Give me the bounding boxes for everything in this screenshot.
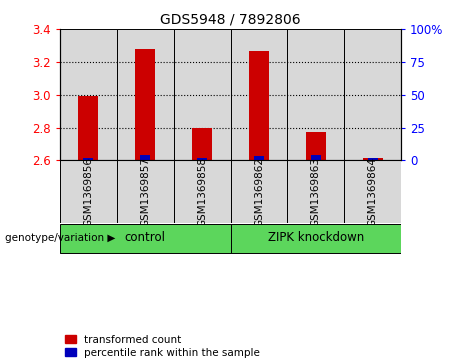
Bar bbox=[306, 132, 326, 160]
Title: GDS5948 / 7892806: GDS5948 / 7892806 bbox=[160, 12, 301, 26]
Bar bbox=[230, 224, 401, 253]
Bar bbox=[192, 127, 212, 160]
Bar bbox=[230, 160, 287, 223]
Text: ZIPK knockdown: ZIPK knockdown bbox=[268, 231, 364, 244]
Bar bbox=[140, 155, 150, 160]
Bar bbox=[367, 158, 378, 160]
Bar bbox=[344, 29, 401, 160]
Bar bbox=[311, 155, 321, 160]
Bar bbox=[344, 160, 401, 223]
Bar bbox=[287, 160, 344, 223]
Bar bbox=[60, 160, 117, 223]
Bar bbox=[197, 158, 207, 160]
Bar bbox=[287, 29, 344, 160]
Text: GSM1369862: GSM1369862 bbox=[254, 156, 264, 227]
Bar bbox=[60, 224, 230, 253]
Bar bbox=[60, 29, 117, 160]
Bar bbox=[135, 49, 155, 160]
Bar bbox=[117, 160, 174, 223]
Text: genotype/variation ▶: genotype/variation ▶ bbox=[5, 233, 115, 244]
Bar bbox=[78, 96, 98, 160]
Bar bbox=[174, 29, 230, 160]
Bar bbox=[117, 29, 174, 160]
Bar bbox=[249, 51, 269, 160]
Text: GSM1369856: GSM1369856 bbox=[83, 156, 94, 227]
Text: control: control bbox=[125, 231, 165, 244]
Bar bbox=[363, 158, 383, 160]
Text: GSM1369857: GSM1369857 bbox=[140, 156, 150, 227]
Legend: transformed count, percentile rank within the sample: transformed count, percentile rank withi… bbox=[65, 335, 260, 358]
Bar bbox=[254, 156, 264, 160]
Text: GSM1369864: GSM1369864 bbox=[367, 156, 378, 227]
Bar bbox=[230, 29, 287, 160]
Bar bbox=[83, 158, 94, 160]
Text: GSM1369858: GSM1369858 bbox=[197, 156, 207, 227]
Text: GSM1369863: GSM1369863 bbox=[311, 156, 321, 227]
Bar bbox=[174, 160, 230, 223]
